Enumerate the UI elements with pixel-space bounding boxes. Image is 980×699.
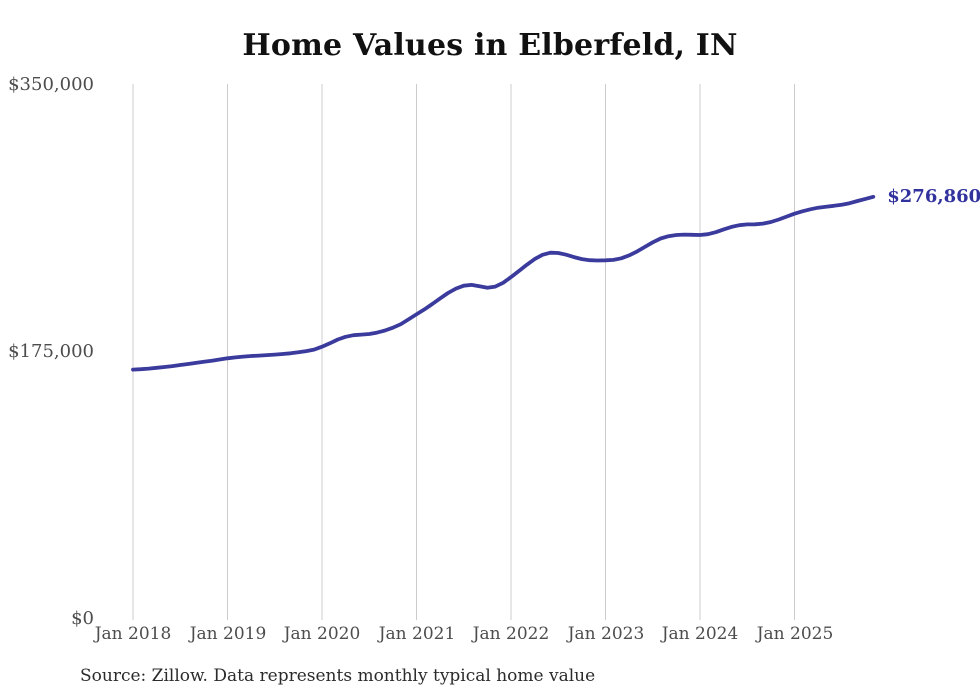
home-value-line [131, 194, 876, 372]
x-axis-tick-jan-2020: Jan 2020 [283, 624, 361, 644]
x-axis-tick-jan-2023: Jan 2023 [567, 624, 645, 644]
latest-value-label: $276,860 [887, 185, 980, 207]
y-axis-tick-350000: $350,000 [8, 74, 94, 95]
x-axis-tick-jan-2021: Jan 2021 [378, 624, 456, 644]
y-axis-tick-175000: $175,000 [8, 341, 94, 362]
x-axis-tick-jan-2025: Jan 2025 [756, 624, 834, 644]
chart-title: Home Values in Elberfeld, IN [242, 28, 738, 63]
x-axis-tick-jan-2018: Jan 2018 [94, 624, 172, 644]
x-axis-tick-jan-2022: Jan 2022 [472, 624, 550, 644]
x-axis-tick-jan-2024: Jan 2024 [661, 624, 739, 644]
source-note: Source: Zillow. Data represents monthly … [80, 666, 596, 686]
x-axis-tick-jan-2019: Jan 2019 [189, 624, 267, 644]
y-axis-tick-0: $0 [71, 608, 94, 629]
